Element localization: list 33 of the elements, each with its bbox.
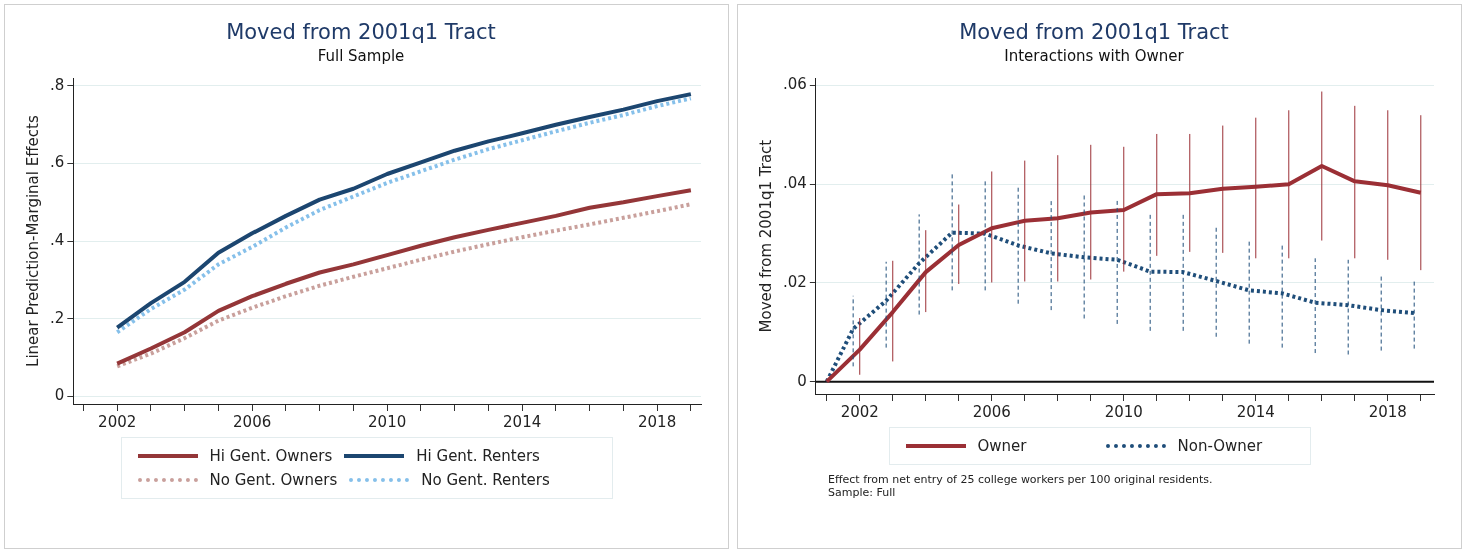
chart-subtitle: Full Sample (317, 47, 404, 66)
legend-label: Hi Gent. Renters (416, 447, 540, 465)
y-tick-label: .04 (782, 174, 807, 193)
y-tick-label: .6 (49, 153, 64, 172)
x-tick-label: 2014 (502, 412, 541, 431)
chart-title: Moved from 2001q1 Tract (958, 20, 1229, 45)
text: Effect from net entry of 25 college workers per 100 original residents. (828, 473, 1213, 486)
legend-label: Hi Gent. Owners (209, 447, 333, 465)
y-axis-title: Linear Prediction-Marginal Effects (23, 115, 42, 367)
x-tick-label: 2006 (972, 402, 1011, 421)
chart-subtitle: Interactions with Owner (1003, 47, 1185, 66)
y-tick-label: 0 (796, 371, 807, 390)
y-tick-label: .2 (49, 308, 64, 327)
x-tick-label: 2014 (1236, 402, 1275, 421)
y-tick-label: .06 (782, 75, 807, 94)
x-tick-label: 2002 (840, 402, 879, 421)
x-tick-label: 2010 (1104, 402, 1143, 421)
chart-title: Moved from 2001q1 Tract (225, 20, 496, 45)
legend-label: No Gent. Owners (209, 471, 338, 489)
y-tick-label: .02 (782, 272, 807, 291)
text: Sample: Full (828, 486, 897, 499)
legend-label: No Gent. Renters (421, 471, 550, 489)
legend-label: Non-Owner (1177, 437, 1263, 455)
y-axis-title: Moved from 2001q1 Tract (756, 139, 775, 333)
x-tick-label: 2006 (232, 412, 271, 431)
y-tick-label: 0 (54, 386, 64, 405)
y-tick-label: .8 (49, 75, 64, 94)
x-tick-label: 2018 (1368, 402, 1407, 421)
x-tick-label: 2018 (637, 412, 676, 431)
x-tick-label: 2002 (97, 412, 136, 431)
legend-label: Owner (977, 437, 1027, 455)
y-tick-label: .4 (49, 230, 64, 249)
x-tick-label: 2010 (367, 412, 406, 431)
